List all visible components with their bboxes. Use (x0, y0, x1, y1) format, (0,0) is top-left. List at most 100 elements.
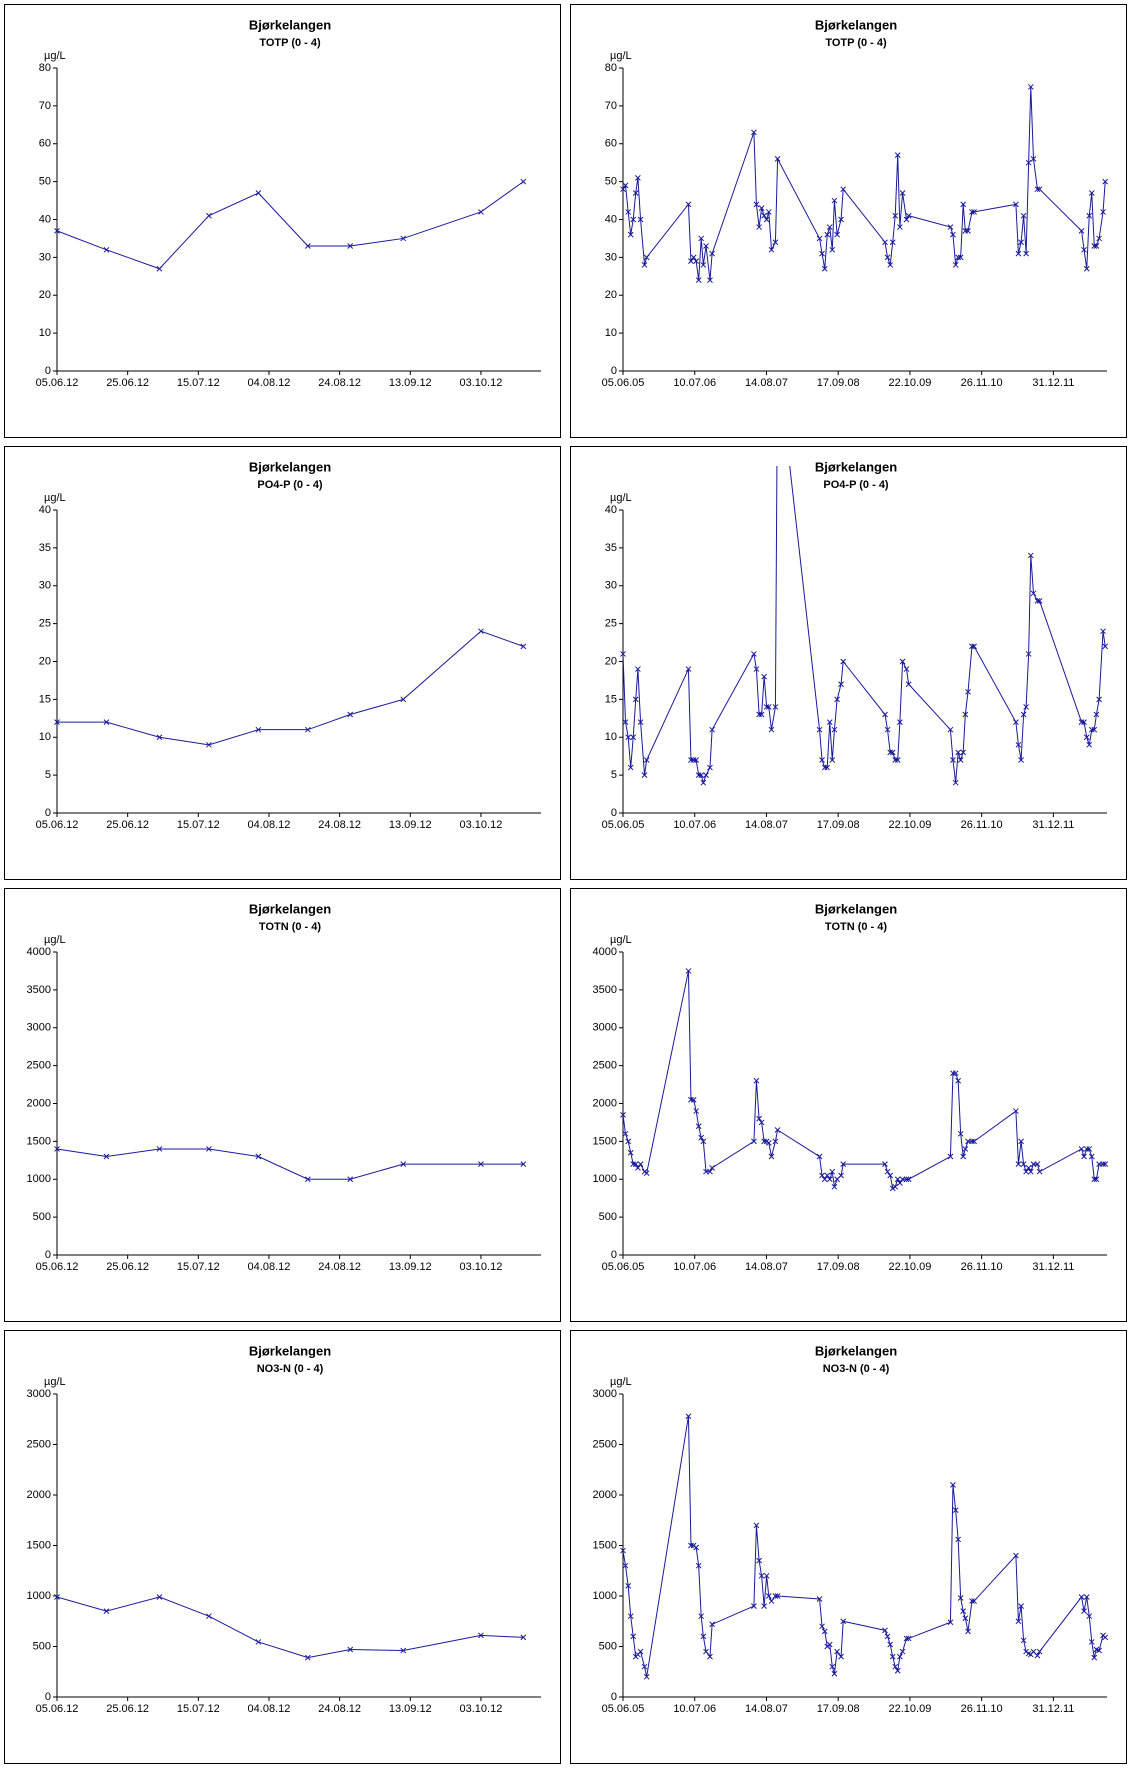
y-tick-label: 2000 (27, 1489, 51, 1501)
y-tick-label: 25 (605, 618, 617, 630)
data-marker (622, 182, 629, 189)
x-tick-label: 24.08.12 (318, 1261, 361, 1273)
x-tick-label: 31.12.11 (1032, 1261, 1074, 1273)
data-marker (630, 216, 637, 223)
data-marker (753, 666, 760, 672)
data-marker (1023, 704, 1029, 710)
data-marker (622, 1562, 629, 1569)
y-tick-label: 3500 (27, 984, 51, 996)
data-marker (1020, 1161, 1027, 1167)
data-marker (751, 1603, 757, 1609)
data-marker (643, 1170, 650, 1177)
data-marker (751, 1138, 757, 1145)
y-tick-label: 0 (45, 807, 51, 819)
y-axis-unit: µg/L (44, 492, 66, 504)
data-marker (709, 250, 715, 257)
panel-border (4, 1330, 561, 1764)
data-marker (761, 1603, 767, 1609)
y-tick-label: 30 (39, 251, 51, 263)
data-line (56, 1596, 524, 1659)
data-marker (627, 231, 634, 238)
data-marker (632, 190, 639, 196)
data-marker (955, 254, 962, 261)
data-marker (774, 156, 781, 162)
x-tick-label: 10.07.06 (673, 1261, 716, 1273)
data-marker (831, 726, 838, 733)
data-marker (625, 1138, 632, 1145)
data-marker (774, 1127, 781, 1133)
data-marker (897, 719, 903, 725)
y-tick-label: 10 (605, 731, 617, 743)
data-marker (637, 1161, 644, 1167)
y-tick-label: 35 (39, 542, 51, 554)
data-marker (1083, 1146, 1090, 1152)
data-marker (1023, 250, 1029, 257)
x-tick-label: 05.06.12 (36, 377, 79, 389)
chart-subtitle: NO3-N (0 - 4) (257, 1363, 324, 1375)
data-marker (103, 246, 110, 253)
x-tick-label: 25.06.12 (106, 1703, 149, 1715)
data-marker (1091, 1654, 1098, 1661)
data-marker (206, 741, 212, 748)
data-marker (840, 1161, 847, 1167)
y-tick-label: 5 (45, 769, 51, 781)
data-marker (641, 1663, 648, 1670)
chart-panel: Bjørkelangen TOTN (0 - 4) µg/L 0 500 1000 1500… (570, 888, 1127, 1322)
data-marker (1018, 757, 1024, 763)
data-marker (1088, 190, 1095, 196)
y-axis-unit: µg/L (610, 492, 632, 504)
panel-border (4, 888, 561, 1322)
data-marker (903, 1635, 910, 1642)
x-tick-label: 17.09.08 (817, 1261, 860, 1273)
data-marker (952, 1070, 959, 1077)
data-marker (1015, 250, 1022, 257)
data-marker (1036, 186, 1043, 193)
data-marker (620, 186, 626, 193)
data-marker (693, 1108, 700, 1114)
data-marker (1086, 741, 1093, 748)
y-tick-label: 500 (33, 1211, 51, 1223)
data-marker (894, 1667, 901, 1674)
data-marker (622, 1130, 629, 1137)
data-marker (520, 1161, 527, 1167)
data-marker (903, 1176, 910, 1183)
data-marker (635, 1165, 641, 1171)
y-tick-label: 30 (39, 580, 51, 592)
data-marker (831, 197, 838, 204)
y-tick-label: 40 (605, 504, 617, 516)
data-marker (1013, 201, 1019, 208)
chart-title: Bjørkelangen (249, 1343, 331, 1358)
y-tick-label: 0 (45, 1249, 51, 1261)
data-marker (347, 1176, 354, 1183)
data-line (56, 1148, 524, 1180)
y-tick-label: 80 (605, 62, 617, 74)
data-marker (695, 1562, 702, 1569)
data-marker (897, 224, 903, 230)
data-marker (620, 1547, 626, 1554)
data-marker (103, 719, 110, 725)
data-marker (695, 277, 702, 283)
data-marker (831, 1183, 838, 1190)
data-marker (1083, 1594, 1090, 1600)
data-marker (698, 1613, 705, 1620)
data-marker (965, 688, 971, 695)
x-tick-label: 13.09.12 (389, 1703, 432, 1715)
x-tick-label: 24.08.12 (318, 819, 361, 831)
data-marker (1088, 1639, 1095, 1645)
y-axis-unit: µg/L (610, 50, 632, 62)
data-marker (1013, 1108, 1019, 1114)
data-marker (206, 1613, 212, 1620)
data-marker (838, 1172, 844, 1179)
data-marker (685, 201, 692, 208)
data-marker (816, 726, 823, 733)
data-marker (709, 726, 715, 733)
data-marker (1034, 598, 1041, 604)
chart-title: Bjørkelangen (815, 1343, 897, 1358)
y-tick-label: 4000 (27, 946, 51, 958)
data-marker (763, 1572, 770, 1579)
data-marker (965, 1628, 971, 1635)
y-tick-label: 60 (39, 138, 51, 150)
data-marker (685, 1413, 692, 1420)
data-marker (889, 749, 896, 756)
chart-subtitle: TOTN (0 - 4) (259, 921, 321, 933)
